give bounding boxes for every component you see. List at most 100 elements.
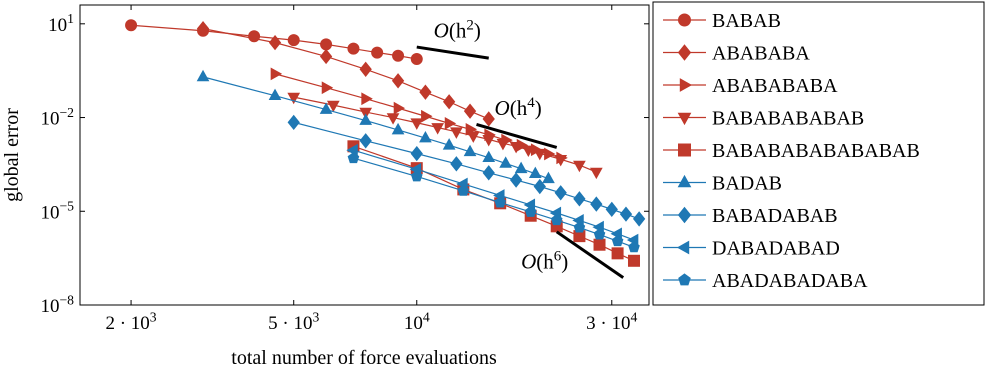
data-point <box>431 123 445 135</box>
axis-ticks: 2 · 103 5 · 103 104 3 · 104 101 10−2 10−5 10−8 <box>40 5 649 334</box>
data-point <box>287 92 301 105</box>
slope-line <box>555 230 625 279</box>
y-tick-label: 10−2 <box>40 105 74 130</box>
data-point <box>611 235 624 247</box>
data-point <box>593 238 606 251</box>
data-point <box>496 138 510 151</box>
data-point <box>410 118 424 130</box>
legend-marker <box>677 112 692 126</box>
y-tick-label: 10−5 <box>40 199 74 224</box>
legend-label: BABABABABAB <box>712 108 864 130</box>
data-point <box>509 141 523 154</box>
data-point <box>605 201 618 218</box>
data-point <box>554 185 567 201</box>
y-axis-label: global error <box>1 108 23 202</box>
data-point <box>573 221 586 233</box>
data-point <box>347 152 360 164</box>
x-tick-label: 3 · 104 <box>586 309 637 334</box>
data-point <box>392 49 405 62</box>
series-line <box>293 96 597 173</box>
data-point <box>628 241 640 253</box>
data-point <box>611 247 624 260</box>
legend-label: BABAB <box>712 10 781 32</box>
data-point <box>457 184 470 196</box>
legend-item: ABABABABA <box>663 75 838 97</box>
data-point <box>494 196 507 208</box>
data-point <box>542 171 555 184</box>
data-point <box>590 196 603 212</box>
slope-label: O(h6) <box>521 248 568 273</box>
data-point <box>391 73 405 89</box>
data-point <box>359 61 372 77</box>
data-point <box>287 114 300 131</box>
y-tick-label: 101 <box>48 11 74 36</box>
series-line <box>353 157 635 248</box>
legend: BABAB ABABABA ABABABABA BABABABABAB BABABABA… <box>663 10 920 292</box>
data-point <box>361 92 373 106</box>
legend-box <box>652 1 985 306</box>
legend-label: DABADABAD <box>712 238 840 260</box>
data-point <box>371 46 384 59</box>
series-bababababab <box>287 92 603 180</box>
data-point <box>196 69 210 82</box>
data-point <box>196 20 210 37</box>
data-point <box>482 165 495 181</box>
slope-line <box>476 123 558 149</box>
data-point <box>268 34 282 51</box>
data-point <box>326 100 340 113</box>
legend-item: BABABABABABABAB <box>663 140 920 162</box>
data-point <box>391 122 405 135</box>
slope-line <box>416 45 489 60</box>
data-point <box>521 145 535 157</box>
legend-marker <box>678 143 691 157</box>
data-point <box>359 107 373 120</box>
data-point <box>410 52 423 65</box>
data-point <box>514 161 528 174</box>
slope-label: O(h2) <box>434 18 481 43</box>
plot-area <box>79 4 650 306</box>
series-layer <box>125 19 646 267</box>
data-point <box>320 38 333 51</box>
data-point <box>593 228 606 240</box>
legend-item: BABABABABAB <box>663 108 864 130</box>
legend-item: BABAB <box>663 10 781 32</box>
data-point <box>319 48 333 65</box>
x-tick-label: 104 <box>404 309 430 334</box>
legend-marker <box>678 273 691 286</box>
legend-label: ABADABADABA <box>712 270 868 292</box>
series-abababa <box>196 20 495 127</box>
series-line <box>353 149 635 241</box>
data-point <box>442 138 456 150</box>
x-axis-label: total number of force evaluations <box>231 347 497 369</box>
y-tick-label: 10−8 <box>40 292 74 317</box>
legend-marker <box>677 174 692 188</box>
data-point <box>463 103 477 119</box>
data-point <box>419 131 432 143</box>
data-point <box>410 170 423 182</box>
legend-marker <box>678 13 691 27</box>
legend-item: ABABABA <box>663 43 810 65</box>
data-point <box>321 81 334 95</box>
legend-item: BABADABAB <box>663 205 838 227</box>
data-point <box>287 34 300 47</box>
data-point <box>386 113 400 125</box>
data-point <box>450 127 463 139</box>
data-point <box>627 254 640 267</box>
data-point <box>450 156 463 172</box>
legend-label: ABABABA <box>712 43 810 65</box>
data-point <box>554 154 568 167</box>
data-point <box>589 167 603 180</box>
legend-marker <box>676 240 690 255</box>
data-point <box>550 214 563 226</box>
series-babadabab <box>287 114 646 227</box>
data-point <box>533 148 547 161</box>
data-point <box>319 102 333 114</box>
data-point <box>419 84 432 100</box>
slope-label: O(h4) <box>495 95 542 120</box>
data-point <box>573 160 586 173</box>
data-point <box>125 19 138 32</box>
legend-item: BADAB <box>663 173 782 195</box>
data-point <box>270 67 283 81</box>
series-abadabadaba <box>347 152 640 253</box>
